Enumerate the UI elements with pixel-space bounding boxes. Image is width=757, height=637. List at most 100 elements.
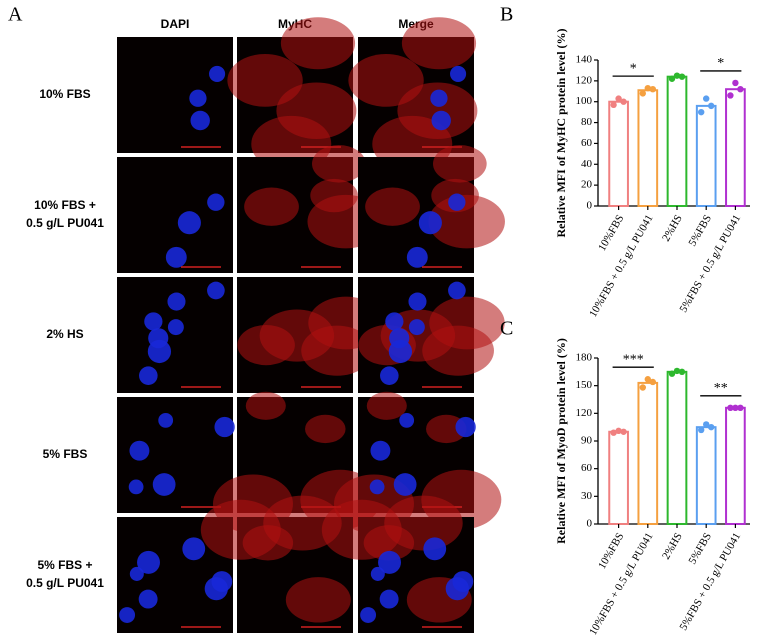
nucleus (380, 366, 399, 385)
nucleus (211, 571, 233, 592)
micrograph (200, 495, 353, 633)
column-header: DAPI (161, 17, 190, 31)
y-tick-label: 80 (581, 116, 593, 128)
bar (666, 75, 688, 207)
nucleus (207, 193, 225, 211)
data-point (668, 75, 676, 82)
y-tick-label: 90 (581, 435, 593, 447)
y-tick-label: 0 (587, 200, 593, 212)
significance-label: *** (623, 352, 644, 367)
nucleus (448, 193, 466, 211)
data-point (703, 421, 710, 428)
bar (637, 89, 659, 207)
y-tick-label: 140 (576, 54, 593, 66)
myhc-signal (311, 145, 366, 183)
bar (725, 88, 746, 207)
myhc-signal (227, 54, 303, 107)
myhc-signal (285, 577, 351, 623)
x-tick-label: 2%HS (660, 531, 685, 562)
x-tick-label: 5%FBS + 0.5 g/L PU041 (677, 531, 743, 633)
data-point (673, 72, 681, 79)
nucleus (129, 440, 150, 461)
x-tick-label: 5%FBS + 0.5 g/L PU041 (677, 213, 743, 315)
data-point (610, 101, 617, 109)
x-tick-label: 10%FBS (596, 213, 626, 253)
nucleus (139, 366, 158, 385)
data-point (644, 84, 651, 92)
nucleus (370, 440, 391, 461)
y-tick-label: 180 (576, 352, 593, 364)
nucleus (379, 589, 399, 609)
y-tick-label: 150 (576, 379, 593, 391)
micrograph (237, 277, 384, 393)
nucleus (369, 479, 385, 495)
y-tick-label: 60 (581, 462, 593, 474)
nucleus (182, 537, 206, 561)
data-point (615, 427, 622, 435)
data-point (610, 429, 617, 436)
bar (608, 430, 629, 525)
myhc-signal (366, 391, 407, 420)
data-point (673, 367, 681, 375)
y-tick-label: 30 (581, 490, 593, 502)
nucleus (144, 312, 163, 331)
data-point (737, 404, 744, 411)
row-label: 0.5 g/L PU041 (26, 576, 104, 590)
nucleus (452, 571, 474, 592)
data-point (737, 86, 744, 93)
y-tick-label: 120 (576, 407, 593, 419)
significance-label: * (717, 56, 724, 71)
nucleus (167, 292, 186, 311)
row-label: 2% HS (46, 327, 83, 341)
data-point (649, 378, 656, 386)
data-point (732, 404, 739, 411)
nucleus (378, 550, 401, 574)
myhc-signal (426, 414, 467, 444)
micrograph (321, 495, 474, 633)
data-point (678, 368, 686, 376)
data-point (698, 426, 705, 434)
significance-label: ** (714, 381, 728, 396)
nucleus (370, 566, 385, 581)
myhc-signal (365, 187, 420, 226)
row-label: 5% FBS + (37, 558, 92, 572)
myhc-signal (321, 499, 402, 560)
micrograph (358, 145, 505, 273)
nucleus (128, 479, 144, 495)
nucleus (137, 550, 160, 574)
myhc-signal (401, 17, 477, 70)
nucleus (138, 589, 158, 609)
bar (637, 381, 659, 525)
y-tick-label: 20 (581, 179, 593, 191)
bar (725, 406, 746, 525)
micrograph (358, 277, 505, 393)
micrograph (117, 37, 233, 153)
myhc-signal (245, 391, 286, 420)
nucleus (177, 211, 201, 235)
data-point (620, 428, 627, 435)
nucleus (167, 319, 184, 336)
nucleus (455, 416, 476, 438)
y-tick-label: 0 (587, 518, 593, 530)
x-tick-label: 10%FBS (596, 531, 626, 571)
data-point (639, 90, 646, 97)
data-point (698, 108, 705, 116)
data-point (732, 79, 739, 87)
x-tick-label: 5%FBS (686, 531, 714, 567)
micrograph (117, 397, 235, 513)
nucleus (423, 537, 447, 561)
micrograph (237, 145, 384, 273)
myhc-signal (280, 17, 356, 70)
y-axis-label: Relative MFI of MyHC protein level (%) (554, 28, 568, 237)
nucleus (385, 312, 404, 331)
data-point (678, 73, 686, 80)
myhc-signal (429, 296, 505, 350)
nucleus (148, 328, 169, 349)
row-label: 10% FBS + (34, 198, 96, 212)
x-tick-label: 10%FBS + 0.5 g/L PU041 (587, 213, 655, 320)
nucleus (448, 281, 466, 300)
nucleus (408, 319, 425, 336)
data-point (644, 376, 651, 383)
y-tick-label: 40 (581, 158, 593, 170)
